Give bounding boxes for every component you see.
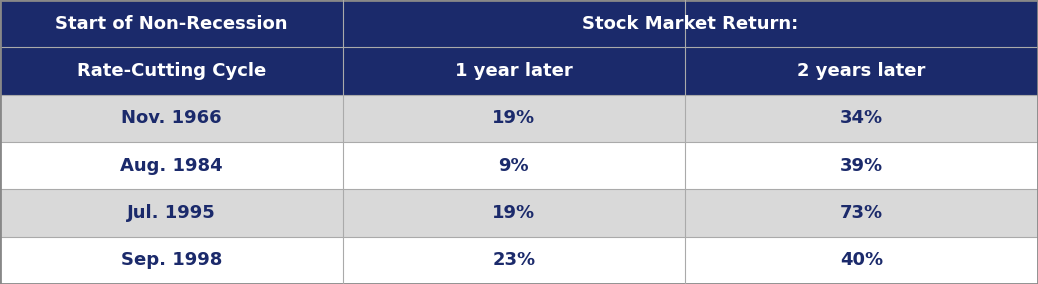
Bar [685,189,1038,237]
Bar [685,47,1038,95]
Bar [0,189,343,237]
Text: 73%: 73% [840,204,883,222]
Bar [0,0,343,47]
Text: 9%: 9% [498,157,529,175]
Bar [343,142,685,189]
Text: Sep. 1998: Sep. 1998 [120,251,222,269]
Text: 39%: 39% [840,157,883,175]
Bar [343,95,685,142]
Bar [0,237,343,284]
Text: Rate-Cutting Cycle: Rate-Cutting Cycle [77,62,266,80]
Text: 34%: 34% [840,109,883,127]
Text: 2 years later: 2 years later [797,62,926,80]
Bar [685,237,1038,284]
Text: Start of Non-Recession: Start of Non-Recession [55,15,288,33]
Text: 23%: 23% [492,251,536,269]
Bar [343,47,685,95]
Bar [685,95,1038,142]
Bar [0,47,343,95]
Text: Nov. 1966: Nov. 1966 [121,109,221,127]
Bar [343,189,685,237]
Text: Stock Market Return:: Stock Market Return: [582,15,798,33]
Bar [0,142,343,189]
Bar [0,95,343,142]
Bar [343,237,685,284]
Text: 19%: 19% [492,204,536,222]
Text: 19%: 19% [492,109,536,127]
Text: 1 year later: 1 year later [455,62,573,80]
Bar [685,142,1038,189]
Text: Aug. 1984: Aug. 1984 [120,157,222,175]
Text: Jul. 1995: Jul. 1995 [127,204,216,222]
Text: 40%: 40% [840,251,883,269]
Bar [343,0,1038,47]
